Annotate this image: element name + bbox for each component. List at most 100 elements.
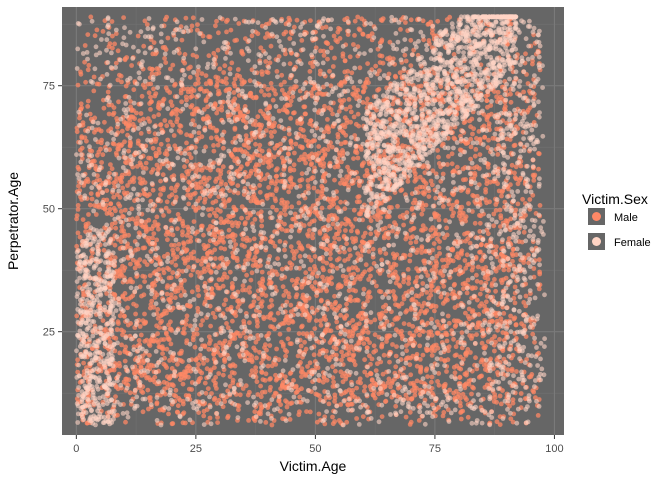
data-point-male [175,403,181,409]
data-point-male [109,19,115,24]
data-point-male [186,168,192,174]
data-point-male [221,239,227,245]
data-point-male [273,174,279,180]
data-point-male [166,411,171,417]
data-point-male [429,379,434,385]
data-point-male [154,401,160,407]
data-point-male [205,386,211,391]
data-point-male [393,353,399,359]
data-point-male [267,343,273,348]
data-point-male [107,206,113,212]
data-point-male [363,262,369,268]
data-point-male [161,185,166,191]
data-point-male [233,242,239,248]
data-point-male [154,162,160,168]
data-point-male [311,352,317,358]
data-point-male [303,111,308,117]
data-point-male [425,374,430,379]
data-point-male [232,126,238,132]
data-point-male [489,283,495,288]
data-point-male [148,305,153,311]
data-point-male [150,377,156,382]
data-point-male [147,66,153,71]
data-point-male [503,275,509,281]
data-point-male [254,162,259,168]
data-point-male [462,231,467,237]
data-point-male [483,299,489,305]
data-point-male [433,195,438,201]
data-point-male [310,270,316,275]
data-point-male [316,377,321,383]
data-point-male [282,79,287,85]
data-point-male [153,139,158,144]
data-point-male [170,109,176,114]
data-point-male [225,413,231,419]
data-point-male [192,344,198,350]
data-point-male [324,125,330,131]
data-point-male [466,201,471,206]
data-point-male [435,379,440,384]
data-point-male [403,58,409,64]
data-point-male [393,262,399,268]
data-point-male [197,195,203,201]
data-point-male [429,353,435,358]
data-point-male [457,147,463,153]
data-point-male [346,288,352,293]
data-point-male [482,345,488,351]
data-point-male [102,119,107,125]
data-point-male [456,365,462,371]
data-point-male [111,194,117,200]
data-point-male [490,135,496,141]
data-point-male [173,111,179,117]
data-point-male [178,130,184,135]
data-point-male [326,105,332,111]
data-point-male [420,207,426,213]
data-point-male [523,51,528,57]
data-point-male [410,226,416,232]
data-point-male [263,293,269,298]
data-point-male [251,299,257,305]
data-point-male [248,277,254,283]
data-point-male [189,387,195,392]
data-point-male [110,33,115,39]
data-point-male [394,344,399,349]
data-point-male [83,79,88,85]
data-point-male [295,353,301,359]
data-point-male [215,136,221,142]
data-point-male [249,33,255,39]
data-point-male [158,141,164,147]
data-point-male [228,27,234,33]
data-point-male [195,269,201,275]
data-point-male [441,204,446,209]
data-point-male [74,313,80,319]
data-point-male [150,51,156,57]
data-point-male [239,215,245,221]
data-point-male [282,247,287,253]
data-point-male [268,280,274,285]
data-point-male [263,420,269,425]
data-point-male [236,403,242,409]
data-point-male [152,282,158,288]
data-point-male [334,257,340,263]
data-point-male [510,397,516,403]
data-point-male [479,357,485,363]
data-point-male [377,53,383,58]
data-point-male [113,60,119,66]
data-point-male [371,349,377,355]
data-point-male [342,258,348,263]
data-point-male [161,213,166,218]
data-point-male [416,418,422,423]
data-point-male [362,384,368,390]
data-point-male [115,48,121,54]
data-point-male [220,372,226,378]
data-point-male [227,66,233,72]
data-point-male [279,226,285,232]
data-point-male [319,188,325,194]
data-point-male [296,331,302,336]
data-point-male [403,20,408,25]
data-point-male [527,197,533,202]
data-point-male [269,422,275,428]
data-point-male [91,74,97,80]
data-point-male [291,24,297,30]
data-point-male [139,388,144,394]
